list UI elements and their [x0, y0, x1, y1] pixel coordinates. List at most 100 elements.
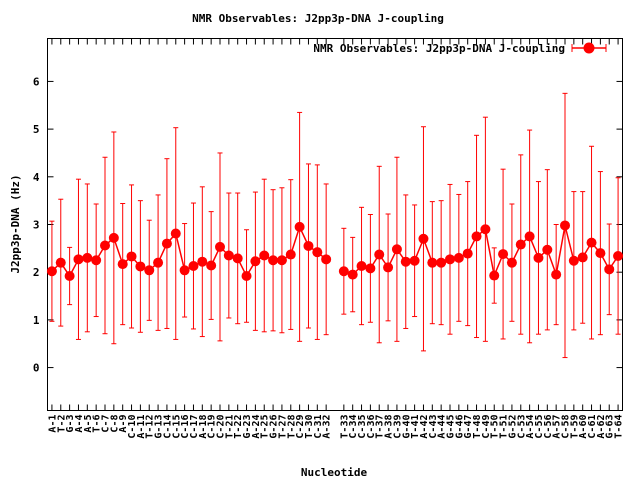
x-tick-label: G-45: [446, 415, 457, 439]
data-point: [462, 248, 473, 259]
data-point: [356, 260, 367, 271]
x-tick-label: C-35: [357, 415, 368, 439]
y-tick-label: 1: [33, 314, 40, 327]
data-point: [453, 252, 464, 263]
x-tick-label: A-5: [83, 415, 94, 433]
x-tick-label: T-21: [224, 415, 235, 439]
x-tick-label: A-44: [437, 415, 448, 439]
data-point: [135, 261, 146, 272]
x-tick-label: A-1: [47, 415, 58, 433]
y-tick-label: 0: [33, 362, 40, 375]
data-point: [108, 232, 119, 243]
data-point: [427, 257, 438, 268]
x-tick-label: T-41: [410, 415, 421, 439]
data-point: [533, 252, 544, 263]
legend: NMR Observables: J2pp3p-DNA J-coupling: [313, 42, 607, 55]
x-tick-label: T-28: [286, 415, 297, 439]
data-point: [374, 249, 385, 260]
x-axis-label: Nucleotide: [301, 466, 368, 479]
x-tick-label: C-61: [587, 415, 598, 439]
x-tick-label: G-23: [242, 415, 253, 439]
x-tick-label: C-31: [313, 415, 324, 439]
data-point: [400, 256, 411, 267]
x-tick-label: T-12: [145, 415, 156, 439]
x-tick-label: C-58: [561, 415, 572, 439]
x-tick-label: T-27: [277, 415, 288, 439]
x-tick-label: C-53: [516, 415, 527, 439]
x-tick-label: G-3: [65, 415, 76, 433]
data-point: [179, 265, 190, 276]
x-tick-label: A-4: [74, 415, 85, 433]
x-tick-label: C-20: [216, 415, 227, 439]
x-tick-label: C-49: [481, 415, 492, 439]
x-tick-label: T-22: [233, 415, 244, 439]
x-tick-label: C-55: [534, 415, 545, 439]
data-point: [321, 254, 332, 265]
data-point: [223, 250, 234, 261]
x-tick-label: C-39: [392, 415, 403, 439]
x-tick-label: C-10: [127, 415, 138, 439]
data-point: [46, 266, 57, 277]
data-point: [436, 257, 447, 268]
data-point: [471, 231, 482, 242]
x-tick-label: T-30: [304, 415, 315, 439]
x-tick-label: G-52: [507, 415, 518, 439]
x-tick-label: A-9: [118, 415, 129, 433]
x-tick-label: A-11: [136, 415, 147, 439]
plot-frame: [47, 38, 623, 411]
data-point: [91, 255, 102, 266]
data-point: [232, 253, 243, 264]
y-tick-label: 5: [33, 123, 40, 136]
x-tick-label: A-32: [322, 415, 333, 439]
x-tick-label: T-51: [499, 415, 510, 439]
data-point: [82, 252, 93, 263]
data-point: [161, 238, 172, 249]
x-tick-label: A-54: [525, 415, 536, 439]
x-tick-label: C-43: [428, 415, 439, 439]
y-axis-ticks: 0 1 2 3 4 5 6: [33, 75, 623, 375]
data-point: [604, 264, 615, 275]
x-tick-label: T-25: [260, 415, 271, 439]
data-point: [409, 255, 420, 266]
data-point: [489, 270, 500, 281]
data-point: [170, 228, 181, 239]
x-tick-label: A-42: [419, 415, 430, 439]
x-tick-label: A-18: [198, 415, 209, 439]
data-point: [276, 255, 287, 266]
data-point: [595, 248, 606, 259]
legend-label: NMR Observables: J2pp3p-DNA J-coupling: [313, 42, 565, 55]
x-tick-label: G-13: [154, 415, 165, 439]
x-tick-label: A-62: [596, 415, 607, 439]
data-point: [347, 269, 358, 280]
data-point: [55, 257, 66, 268]
y-axis-label: J2pp3p-DNA (Hz): [9, 174, 22, 273]
data-point: [153, 257, 164, 268]
data-point: [577, 252, 588, 263]
data-point: [613, 250, 624, 261]
x-tick-label: C-8: [109, 415, 120, 433]
data-point: [117, 259, 128, 270]
data-point: [338, 266, 349, 277]
data-point: [294, 221, 305, 232]
x-tick-label: T-33: [339, 415, 350, 439]
y-tick-label: 4: [33, 171, 40, 184]
data-point: [506, 257, 517, 268]
x-tick-label: A-38: [384, 415, 395, 439]
data-point: [206, 260, 217, 271]
x-tick-label: C-14: [162, 415, 173, 439]
x-tick-label: C-36: [366, 415, 377, 439]
data-point: [498, 249, 509, 260]
x-tick-label: T-64: [614, 415, 625, 439]
legend-marker: [583, 42, 595, 54]
x-tick-label: C-16: [180, 415, 191, 439]
x-tick-label: T-50: [490, 415, 501, 439]
x-tick-label: G-40: [401, 415, 412, 439]
data-point: [215, 241, 225, 252]
x-tick-label: T-48: [472, 415, 483, 439]
x-tick-label: C-7: [101, 415, 112, 433]
data-point: [268, 255, 279, 266]
y-tick-label: 6: [33, 75, 40, 88]
x-tick-label: G-63: [605, 415, 616, 439]
x-tick-label: C-56: [543, 415, 554, 439]
